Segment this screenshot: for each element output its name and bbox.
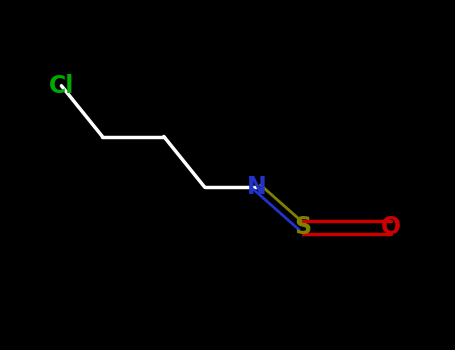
Text: O: O — [381, 216, 401, 239]
Text: Cl: Cl — [49, 74, 74, 98]
Text: N: N — [247, 175, 267, 199]
Text: S: S — [294, 216, 311, 239]
